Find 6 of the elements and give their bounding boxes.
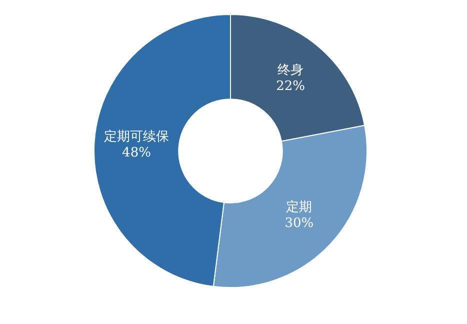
data-label: 22%: [276, 78, 305, 94]
slice-label: 定期可续保: [104, 129, 169, 144]
data-label: 48%: [122, 145, 151, 160]
slice-label: 定期: [286, 200, 312, 215]
slice-label: 终身: [278, 62, 304, 78]
data-label: 30%: [284, 216, 314, 231]
